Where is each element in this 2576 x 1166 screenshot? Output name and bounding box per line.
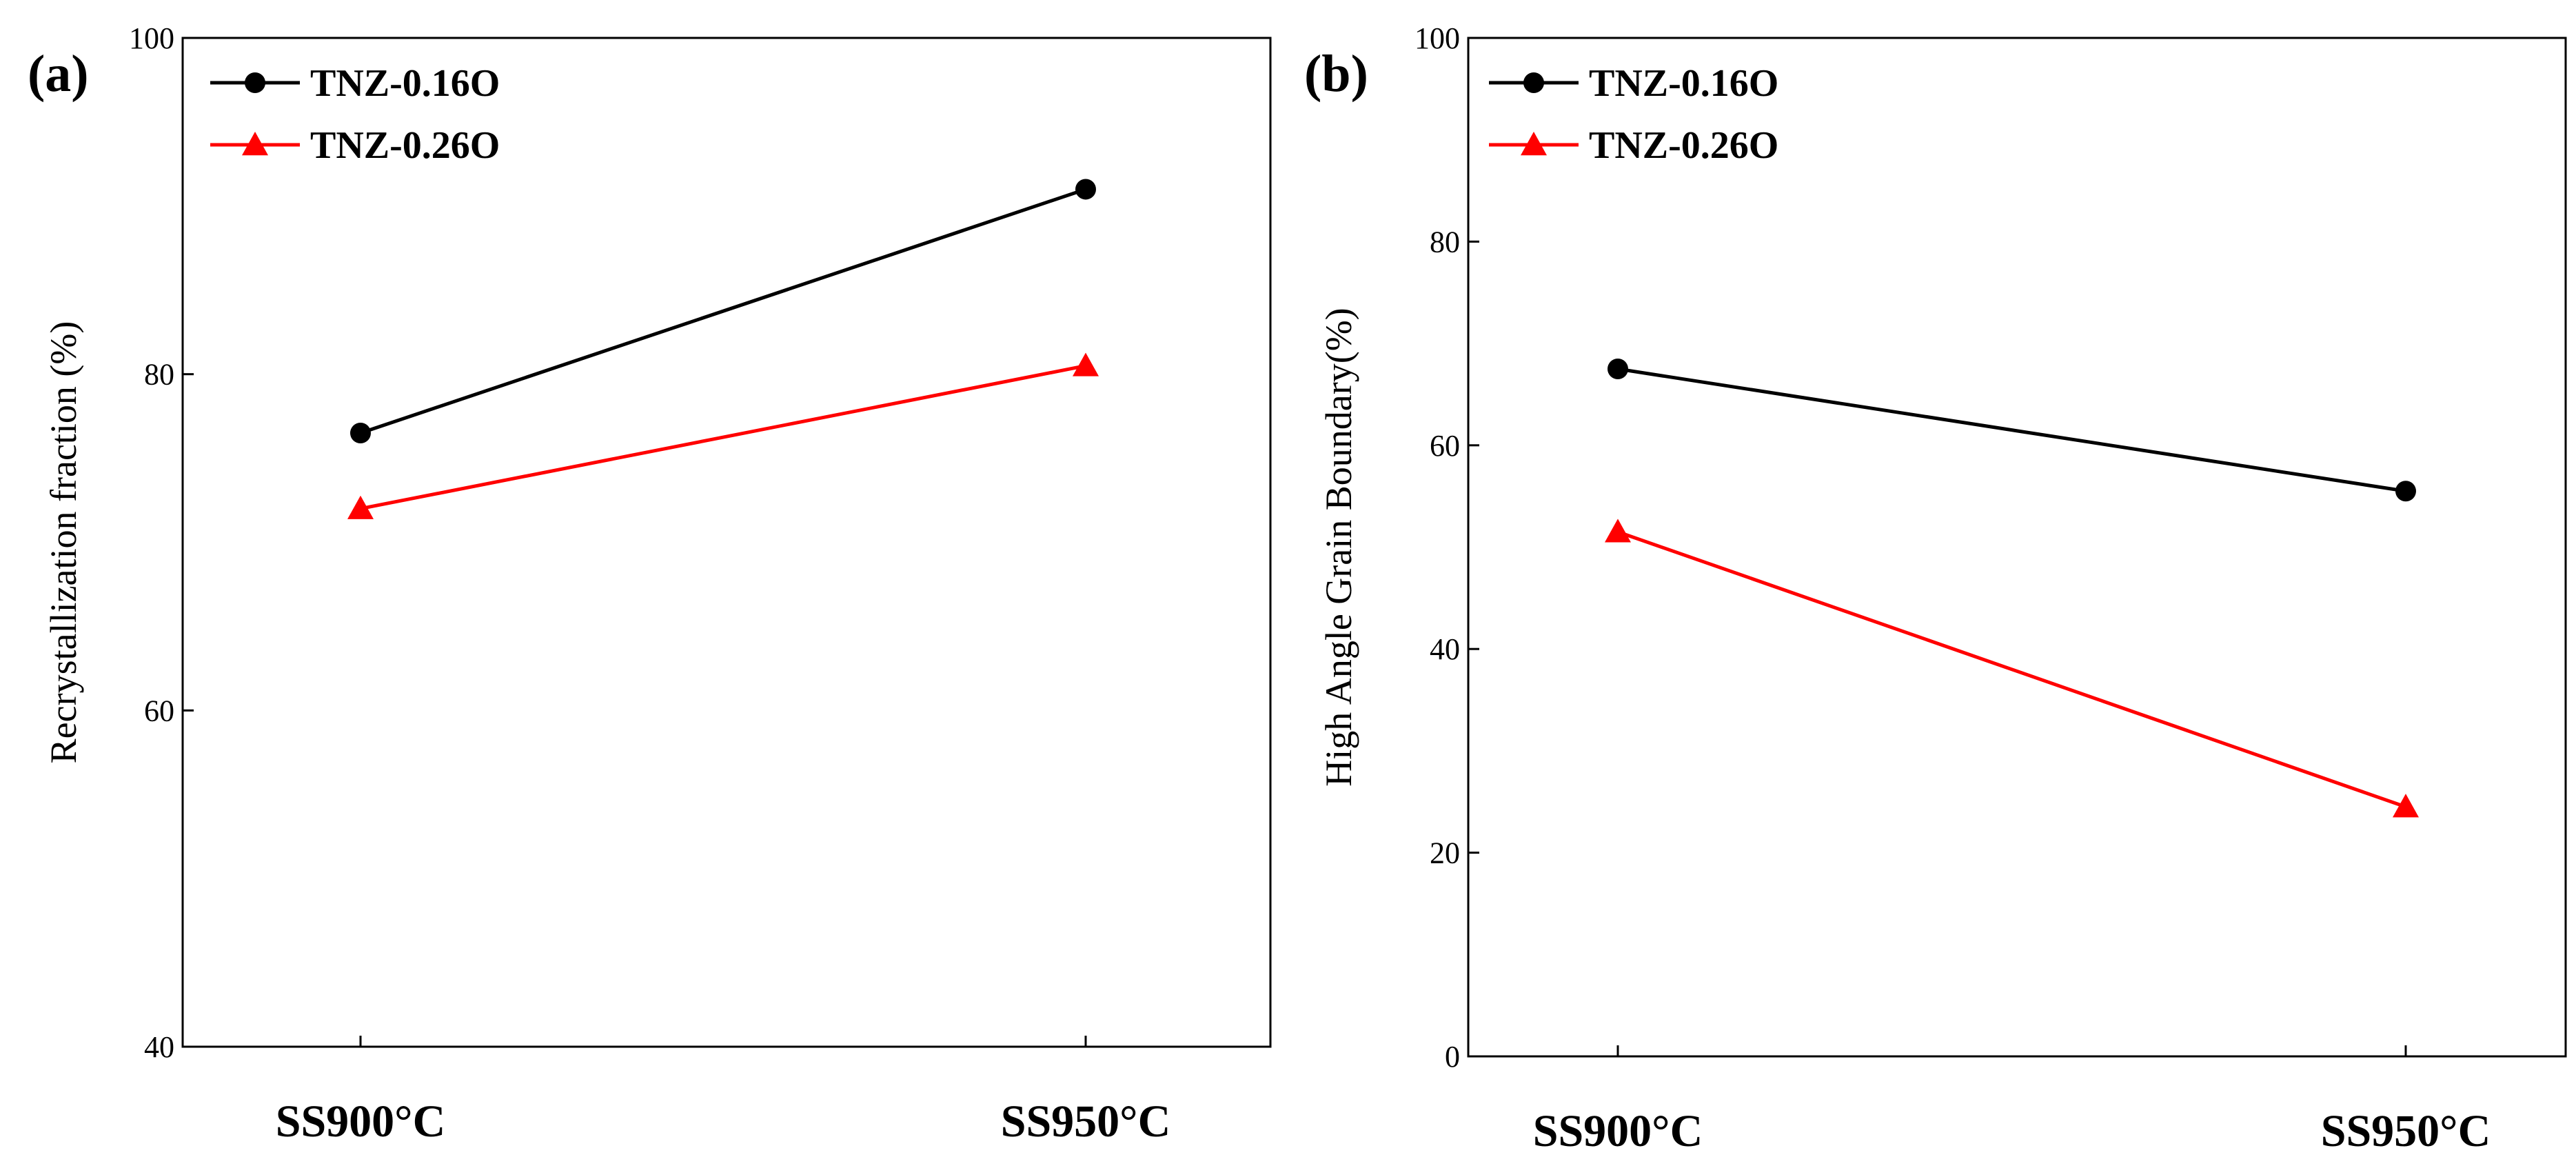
- series-line-2: [1617, 530, 2406, 809]
- legend-label: TNZ-0.26O: [310, 124, 500, 167]
- data-point: [347, 495, 374, 519]
- y-tick-label: 20: [1430, 836, 1460, 870]
- legend-marker: [1523, 72, 1544, 93]
- legend-marker: [1521, 132, 1547, 156]
- legend-marker: [242, 132, 268, 156]
- y-tick-label: 80: [1430, 225, 1460, 259]
- y-tick-label: 60: [1430, 429, 1460, 463]
- y-tick-label: 40: [144, 1030, 174, 1064]
- y-tick-label: 40: [1430, 632, 1460, 666]
- data-point: [2395, 481, 2416, 502]
- data-point: [2393, 794, 2419, 818]
- y-axis-label: High Angle Grain Boundary(%): [1318, 308, 1359, 786]
- x-category-label: SS900°C: [1533, 1106, 1703, 1156]
- data-point: [1073, 352, 1099, 376]
- series-line-1: [1617, 367, 2406, 493]
- data-point: [1605, 519, 1631, 543]
- panel-label: (a): [28, 45, 89, 103]
- y-tick-label: 80: [144, 358, 174, 392]
- legend-marker: [245, 72, 265, 93]
- x-category-label: SS950°C: [1001, 1096, 1170, 1147]
- series-line-1: [360, 188, 1086, 435]
- data-point: [350, 423, 371, 444]
- y-tick-label: 60: [144, 694, 174, 727]
- panel-label: (b): [1304, 45, 1368, 103]
- y-tick-label: 100: [1414, 21, 1460, 55]
- y-tick-label: 0: [1445, 1040, 1460, 1074]
- plot-frame: [181, 37, 1272, 1048]
- x-category-label: SS900°C: [276, 1096, 445, 1147]
- data-point: [1075, 179, 1096, 200]
- legend-label: TNZ-0.16O: [1589, 62, 1778, 105]
- legend-label: TNZ-0.16O: [310, 62, 500, 105]
- chart-panel-a: 40 60 80 100 SS900°C SS950°C Recrystallization…: [28, 21, 1272, 1147]
- y-axis-label: Recrystallization fraction (%): [43, 321, 84, 764]
- legend-label: TNZ-0.26O: [1589, 124, 1778, 167]
- x-category-label: SS950°C: [2321, 1106, 2491, 1156]
- chart-panel-b: 0 20 40 60 80 100 SS900°C SS950°C High Angle Gra…: [1304, 21, 2567, 1156]
- data-point: [1608, 359, 1628, 380]
- plot-frame: [1467, 37, 2567, 1058]
- series-line-2: [360, 364, 1086, 511]
- y-tick-label: 100: [129, 21, 174, 55]
